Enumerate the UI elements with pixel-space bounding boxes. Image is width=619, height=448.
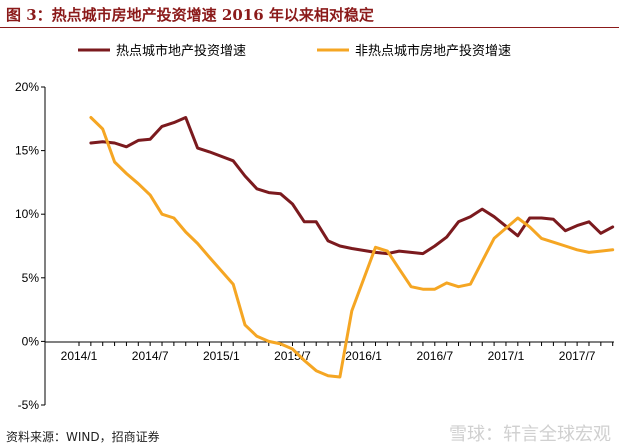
legend-label-1: 非热点城市房地产投资增速 [355, 43, 511, 59]
x-tick-label: 2016/1 [345, 349, 382, 363]
x-axis: 2014/1 2014/7 2015/1 2015/7 2016/1 2016/7 2017… [45, 341, 614, 363]
x-tick-label: 2017/1 [488, 349, 525, 363]
series-line-0 [89, 116, 615, 256]
source-note: 资料来源：WIND，招商证券 [6, 430, 160, 444]
y-tick-label: 20% [15, 80, 39, 94]
legend: 热点城市地产投资增速 非热点城市房地产投资增速 [78, 43, 511, 59]
series-lines [89, 116, 615, 379]
title-divider [0, 27, 619, 28]
series-line-1 [89, 116, 615, 379]
y-tick-label: 10% [15, 207, 39, 221]
x-tick-label: 2017/7 [559, 349, 596, 363]
y-tick-label: 5% [22, 271, 40, 285]
y-axis: -5% 0% 5% 10% 15% 20% [15, 80, 46, 412]
legend-label-0: 热点城市地产投资增速 [116, 43, 246, 59]
x-tick-label: 2015/1 [203, 349, 240, 363]
watermark: 雪球：轩言全球宏观 [449, 424, 611, 445]
chart-title: 图 3：热点城市房地产投资增速 2016 年以来相对稳定 [6, 6, 374, 24]
x-tick-label: 2016/7 [416, 349, 453, 363]
y-tick-label: -5% [18, 398, 40, 412]
x-tick-label: 2014/1 [61, 349, 98, 363]
x-tick-label: 2014/7 [132, 349, 169, 363]
y-tick-label: 15% [15, 144, 39, 158]
y-tick-label: 0% [22, 334, 40, 348]
